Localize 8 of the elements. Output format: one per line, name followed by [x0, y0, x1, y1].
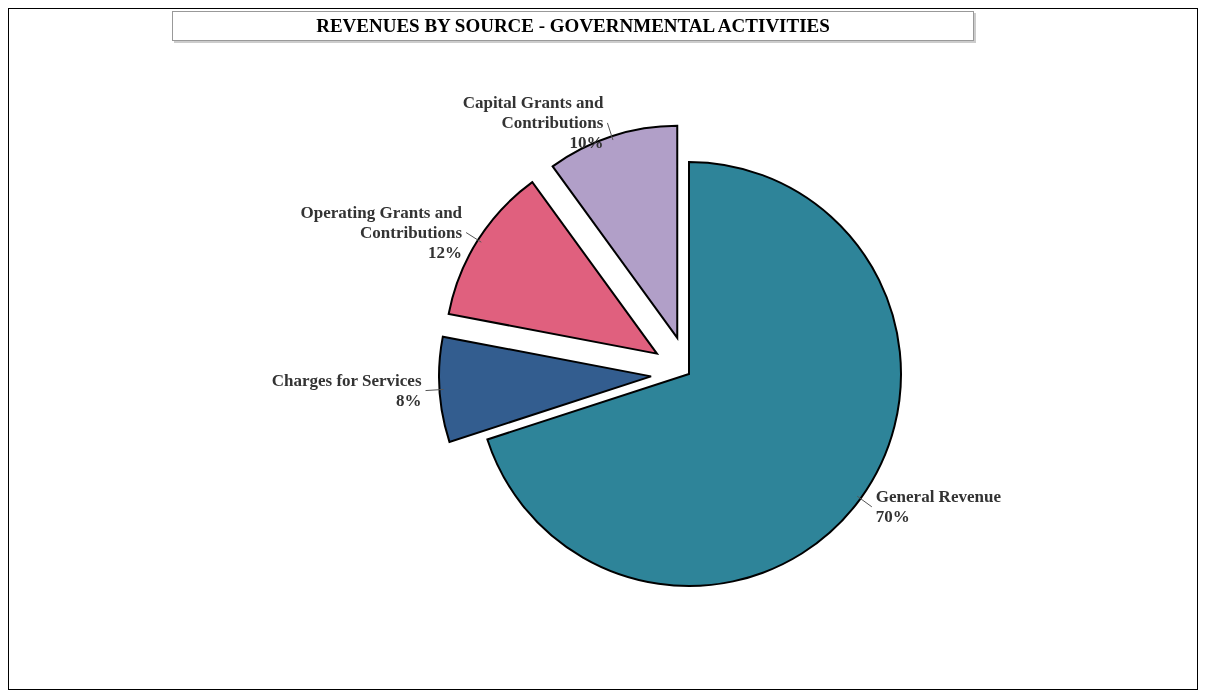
slice-label: Operating Grants and Contributions	[300, 202, 463, 242]
slice-label: Charges for Services	[271, 370, 422, 390]
slice-label: Capital Grants and Contributions	[462, 92, 604, 132]
data-label: 12%	[428, 242, 463, 262]
data-label: 70%	[875, 506, 910, 526]
data-label: 8%	[396, 390, 422, 410]
chart-title: REVENUES BY SOURCE - GOVERNMENTAL ACTIVITIES	[172, 11, 974, 41]
slice-label: General Revenue	[875, 486, 1002, 506]
